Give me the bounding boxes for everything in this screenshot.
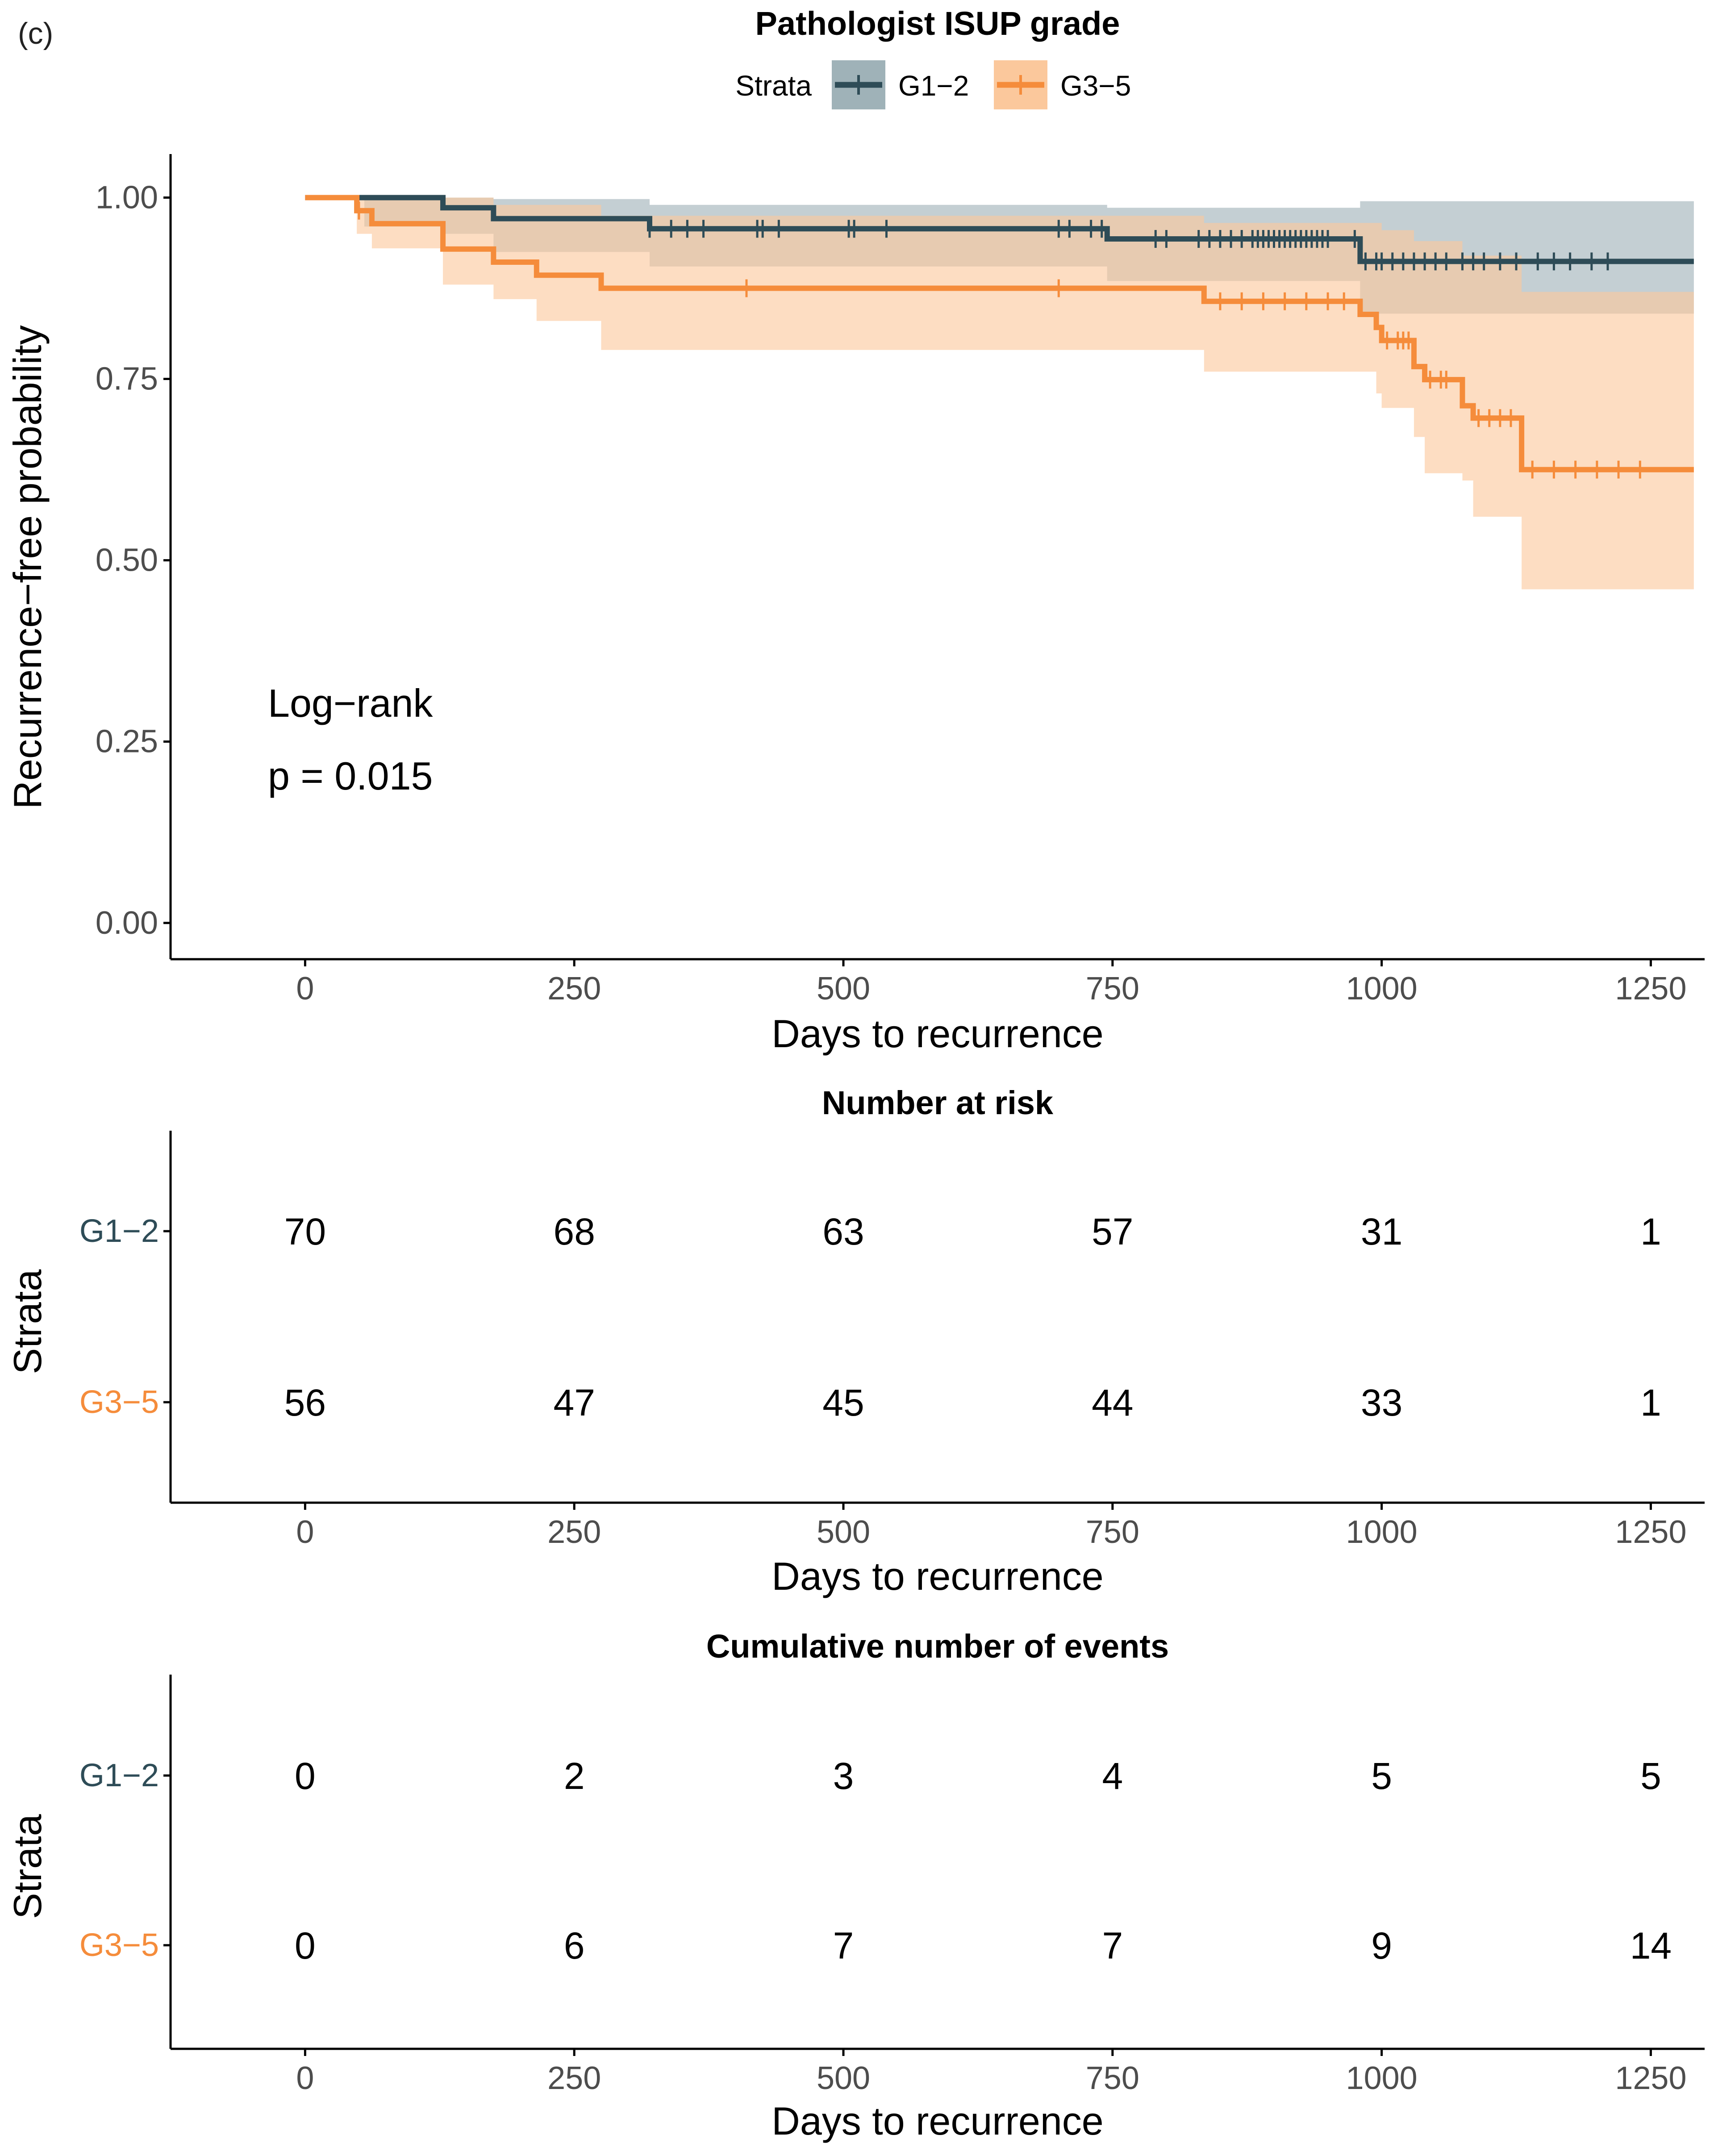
panel-label: (c) [18,17,53,50]
risk-table-x-tick-label: 500 [817,1514,870,1550]
x-tick-label: 250 [547,971,601,1007]
events-table-cell: 0 [295,1925,316,1967]
risk-table-x-tick-label: 0 [296,1514,314,1550]
legend-title: Strata [735,70,812,102]
risk-table-row-label-g35: G3−5 [79,1384,159,1420]
events-table-cell: 0 [295,1755,316,1797]
legend-key-g35 [994,60,1047,109]
risk-table-cell: 45 [822,1382,864,1424]
events-table-cell: 5 [1640,1755,1661,1797]
risk-table-cell: 70 [284,1211,326,1253]
risk-table-x-tick-label: 1250 [1615,1514,1686,1550]
events-table-x-tick-label: 500 [817,2060,870,2096]
risk-table-cell: 57 [1092,1211,1133,1253]
risk-table-cell: 68 [553,1211,595,1253]
km-title: Pathologist ISUP grade [755,5,1120,42]
events-table-cell: 6 [564,1925,585,1967]
legend-key-g12 [832,60,885,109]
logrank-pvalue: p = 0.015 [268,754,433,798]
risk-table-x-axis-label: Days to recurrence [772,1554,1103,1598]
risk-table-x-tick-label: 750 [1086,1514,1139,1550]
ci-band-g35 [305,197,1694,589]
risk-table-cell: 63 [822,1211,864,1253]
events-table-x-tick-label: 0 [296,2060,314,2096]
x-tick-label: 500 [817,971,870,1007]
risk-table-cell: 33 [1361,1382,1402,1424]
x-tick-label: 0 [296,971,314,1007]
risk-table-cell: 47 [553,1382,595,1424]
risk-table-row-label-g12: G1−2 [79,1213,159,1249]
legend-label-g35: G3−5 [1060,70,1131,102]
risk-table-x-tick-label: 250 [547,1514,601,1550]
risk-table-title: Number at risk [822,1084,1054,1121]
events-table-row-label-g35: G3−5 [79,1927,159,1963]
risk-table-cell: 1 [1640,1211,1661,1253]
legend: Strata G1−2 G3−5 [735,60,1131,109]
km-y-axis-label: Recurrence−free probability [5,325,50,809]
events-table-cell: 5 [1371,1755,1392,1797]
y-tick-label: 0.25 [96,724,158,760]
legend-label-g12: G1−2 [898,70,969,102]
km-line-g35 [305,195,1694,472]
events-table-title: Cumulative number of events [706,1628,1169,1665]
events-table-row-title: Strata [5,1814,50,1919]
events-table-x-axis-label: Days to recurrence [772,2099,1103,2143]
events-table-cell: 7 [1102,1925,1123,1967]
events-table-x-tick-label: 1250 [1615,2060,1686,2096]
x-tick-label: 750 [1086,971,1139,1007]
risk-table-cell: 56 [284,1382,326,1424]
logrank-label: Log−rank [268,681,433,725]
events-table-cell: 3 [833,1755,854,1797]
events-table-x-tick-label: 750 [1086,2060,1139,2096]
y-tick-label: 1.00 [96,180,158,215]
y-tick-label: 0.00 [96,905,158,941]
y-tick-label: 0.50 [96,543,158,578]
risk-table-cell: 44 [1092,1382,1133,1424]
risk-table-cell: 31 [1361,1211,1402,1253]
y-tick-label: 0.75 [96,361,158,397]
events-table-cell: 14 [1630,1925,1672,1967]
events-table-cell: 2 [564,1755,585,1797]
events-table-row-label-g12: G1−2 [79,1758,159,1793]
risk-table-x-tick-label: 1000 [1346,1514,1418,1550]
x-tick-label: 1000 [1346,971,1418,1007]
events-table-x-tick-label: 1000 [1346,2060,1418,2096]
risk-table-row-title: Strata [5,1270,50,1375]
km-x-axis-label: Days to recurrence [772,1011,1103,1056]
events-table-cell: 4 [1102,1755,1123,1797]
events-table-cell: 7 [833,1925,854,1967]
x-tick-label: 1250 [1615,971,1686,1007]
events-table-x-tick-label: 250 [547,2060,601,2096]
risk-table-cell: 1 [1640,1382,1661,1424]
events-table-cell: 9 [1371,1925,1392,1967]
